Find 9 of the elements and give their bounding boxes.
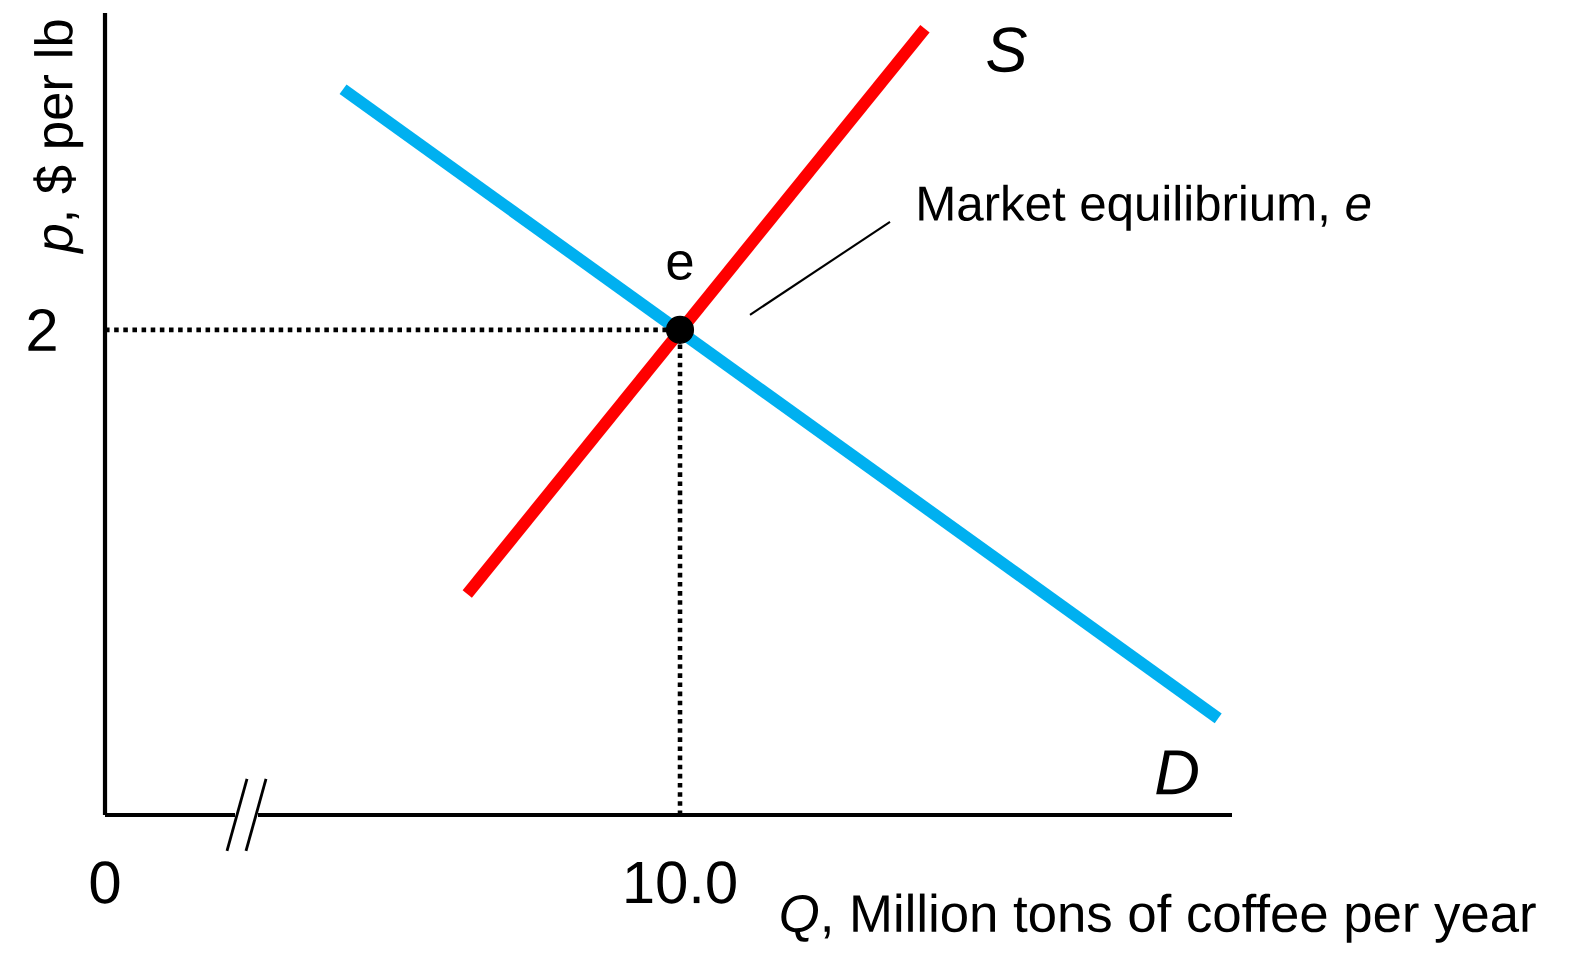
annotation: Market equilibrium, e — [919, 184, 1371, 231]
annotation: e — [667, 251, 693, 280]
x-tick-label: 10.0 — [626, 861, 736, 904]
series-label: S — [987, 27, 1027, 73]
x-axis-title: Q, Million tons of coffee per year — [781, 893, 1536, 943]
text: 2 — [28, 308, 56, 351]
y-axis-title: p, $ per lb — [33, 20, 84, 255]
x-tick-label: 0 — [90, 861, 120, 904]
series-label: D — [1156, 750, 1198, 795]
